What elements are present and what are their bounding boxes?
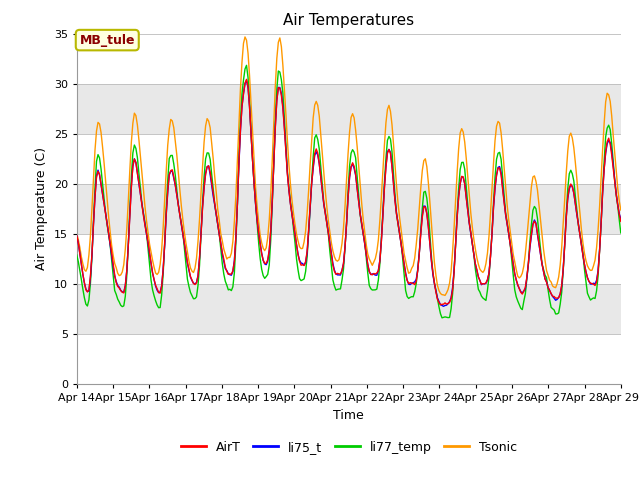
li75_t [73, 233, 81, 239]
AirT [436, 302, 444, 308]
Bar [77, 234, 621, 284]
li75_t [264, 258, 271, 264]
Bar [77, 84, 621, 134]
li75_t [255, 230, 262, 236]
Bar [77, 284, 621, 334]
li77_temp [312, 132, 320, 138]
Tsonic [617, 207, 625, 213]
AirT [589, 281, 597, 287]
li77_temp [617, 230, 625, 236]
li75_t [235, 161, 243, 167]
li75_t [589, 280, 597, 286]
li75_t [140, 212, 147, 217]
li77_temp [243, 62, 250, 68]
li77_temp [73, 252, 81, 258]
Tsonic [255, 219, 262, 225]
Text: MB_tule: MB_tule [79, 34, 135, 47]
Tsonic [589, 263, 597, 269]
AirT [255, 231, 262, 237]
AirT [140, 213, 147, 219]
li75_t [440, 303, 447, 309]
Bar [77, 184, 621, 234]
AirT [264, 257, 271, 263]
Line: li75_t: li75_t [77, 81, 621, 306]
li77_temp [140, 211, 147, 216]
AirT [73, 233, 81, 239]
AirT [617, 218, 625, 224]
Legend: AirT, li75_t, li77_temp, Tsonic: AirT, li75_t, li77_temp, Tsonic [175, 436, 522, 459]
li77_temp [264, 272, 271, 277]
li75_t [243, 78, 250, 84]
Tsonic [264, 235, 271, 240]
AirT [235, 159, 243, 165]
Y-axis label: Air Temperature (C): Air Temperature (C) [35, 147, 48, 270]
li77_temp [438, 315, 446, 321]
Tsonic [441, 292, 449, 298]
Tsonic [241, 34, 249, 40]
AirT [312, 146, 320, 152]
X-axis label: Time: Time [333, 408, 364, 421]
li75_t [617, 216, 625, 222]
Line: li77_temp: li77_temp [77, 65, 621, 318]
li77_temp [235, 156, 243, 162]
Line: AirT: AirT [77, 79, 621, 305]
li77_temp [255, 240, 262, 246]
AirT [243, 76, 250, 82]
li77_temp [589, 295, 597, 301]
Tsonic [235, 119, 243, 125]
Bar [77, 34, 621, 84]
Bar [77, 334, 621, 384]
Tsonic [140, 188, 147, 193]
Line: Tsonic: Tsonic [77, 37, 621, 295]
Tsonic [73, 231, 81, 237]
li75_t [312, 149, 320, 155]
Bar [77, 134, 621, 184]
Tsonic [312, 98, 320, 104]
Title: Air Temperatures: Air Temperatures [284, 13, 414, 28]
